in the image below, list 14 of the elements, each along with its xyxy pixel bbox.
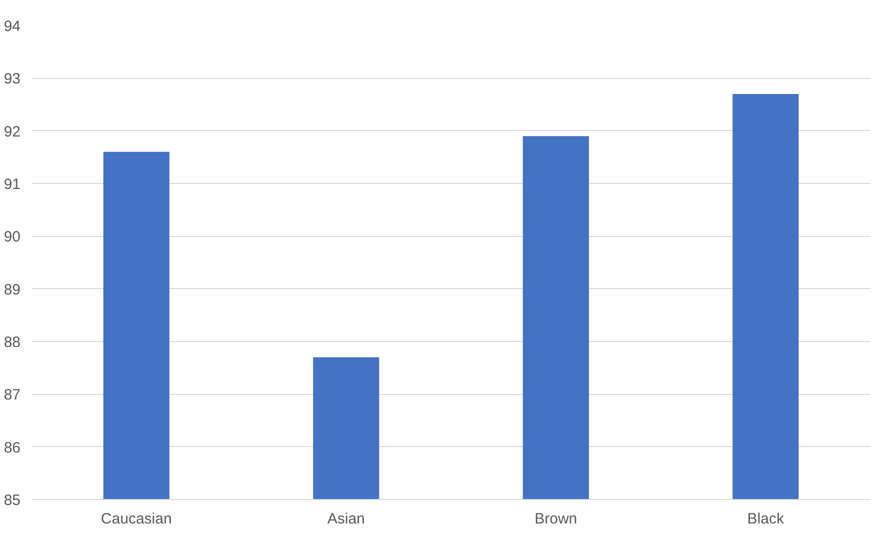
y-tick-label: 92 (4, 123, 21, 140)
y-tick-label: 89 (4, 281, 21, 298)
y-tick-label: 94 (4, 18, 21, 35)
y-tick-label: 93 (4, 70, 21, 88)
y-tick-label: 91 (4, 176, 21, 193)
y-tick-label: 86 (4, 439, 21, 456)
y-tick-label: 90 (4, 228, 21, 246)
x-tick-label: Caucasian (100, 510, 172, 528)
y-tick-label: 87 (4, 386, 21, 404)
x-tick-label: Brown (534, 510, 578, 528)
y-tick-label: 88 (4, 334, 21, 351)
x-tick-label: Black (747, 510, 784, 528)
y-tick-label: 85 (4, 492, 21, 509)
x-tick-label: Asian (327, 510, 365, 528)
